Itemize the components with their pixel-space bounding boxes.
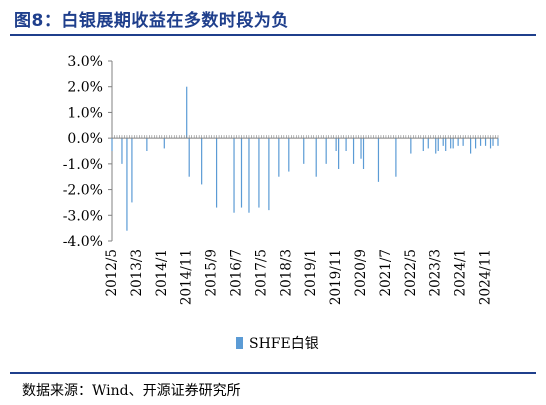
bar: [188, 138, 190, 177]
bar: [395, 138, 397, 177]
x-tick-label: 2021/7: [378, 249, 394, 297]
bar: [457, 138, 459, 146]
legend-swatch: [236, 337, 243, 349]
source-note: 数据来源：Wind、开源证券研究所: [22, 383, 241, 399]
y-tick-label: 0.0%: [67, 131, 103, 147]
legend-label: SHFE白银: [249, 336, 319, 352]
x-tick-label: 2015/9: [204, 249, 220, 297]
bar: [240, 138, 243, 208]
figure-title: 图8：白银展期收益在多数时段为负: [14, 11, 289, 31]
bar: [258, 138, 260, 208]
bar: [474, 138, 477, 149]
bar: [325, 138, 327, 164]
bar: [462, 138, 464, 146]
x-tick-label: 2013/3: [129, 249, 145, 297]
bar: [345, 138, 347, 151]
bar: [362, 138, 365, 169]
bar: [303, 138, 305, 164]
bar: [215, 138, 218, 208]
bar: [442, 138, 444, 146]
x-tick-label: 2019/1: [303, 249, 319, 297]
bar: [233, 138, 235, 213]
bar: [452, 138, 454, 149]
bar: [248, 138, 250, 213]
x-tick-label: 2016/7: [229, 249, 245, 297]
x-tick-label: 2018/3: [278, 249, 294, 297]
y-tick-label: -2.0%: [63, 183, 103, 199]
bar: [427, 138, 429, 149]
bar: [422, 138, 424, 151]
bar: [445, 138, 447, 151]
bar: [146, 138, 148, 151]
bar: [126, 138, 128, 231]
bar: [410, 138, 412, 154]
bar: [484, 138, 487, 146]
x-tick-label: 2014/1: [154, 249, 170, 297]
bar: [201, 138, 203, 185]
bar: [479, 138, 482, 146]
bar: [268, 138, 270, 211]
x-axis: 2012/5 2013/3 2014/1 2014/11 2015/9 2016/7 201…: [104, 135, 499, 305]
bar: [131, 138, 133, 203]
bars: [111, 86, 499, 231]
y-tick-label: 1.0%: [67, 105, 103, 121]
bar: [435, 138, 437, 154]
bar: [278, 138, 280, 177]
bar: [450, 138, 452, 149]
bar: [360, 138, 362, 159]
y-axis: 3.0% 2.0% 1.0% 0.0% -1.0% -2.0% -3.0% -4.0%: [63, 54, 113, 250]
bar: [377, 138, 380, 182]
y-tick-label: -1.0%: [63, 157, 103, 173]
bar: [352, 138, 355, 164]
bar: [186, 86, 188, 139]
y-tick-label: -4.0%: [63, 234, 103, 250]
title-rule: [10, 34, 536, 36]
y-tick-label: 2.0%: [67, 80, 103, 96]
bar: [315, 138, 317, 177]
bar: [338, 138, 340, 169]
bar: [121, 138, 123, 164]
bar: [163, 138, 165, 149]
bar: [492, 138, 494, 146]
legend: SHFE白银: [236, 333, 319, 353]
x-tick-label: 2014/11: [179, 249, 195, 305]
y-tick-label: -3.0%: [63, 208, 103, 224]
bar: [335, 138, 337, 151]
x-tick-label: 2017/5: [253, 249, 269, 297]
bar: [470, 138, 472, 154]
bar: [111, 138, 113, 151]
x-tick-label: 2023/3: [428, 249, 444, 297]
x-tick-label: 2020/9: [353, 249, 369, 297]
y-tick-label: 3.0%: [67, 54, 103, 70]
bar: [437, 138, 439, 151]
bar: [497, 138, 499, 146]
source-rule: [10, 372, 536, 374]
x-tick-label: 2024/11: [478, 249, 494, 305]
bar: [288, 138, 290, 172]
x-tick-label: 2024/1: [453, 249, 469, 297]
x-tick-label: 2019/11: [328, 249, 344, 305]
x-tick-label: 2012/5: [104, 249, 120, 297]
bar: [489, 138, 492, 149]
x-tick-label: 2022/5: [403, 249, 419, 297]
